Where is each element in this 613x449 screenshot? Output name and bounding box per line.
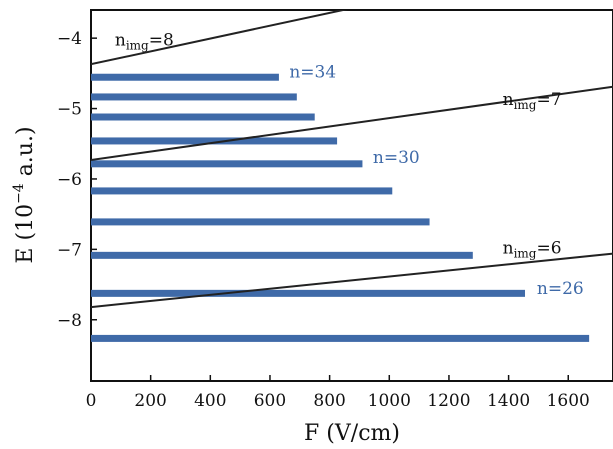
y-tick-label-3: −7 <box>57 240 82 260</box>
annotation-n34: n=34 <box>289 63 336 83</box>
y-tick-label-2: −6 <box>57 170 82 190</box>
y-axis-title: E (10−4 a.u.) <box>11 126 38 263</box>
bar-0 <box>91 73 279 81</box>
bar-7 <box>91 251 473 259</box>
annotation-nimg6: nimg=6 <box>503 239 562 261</box>
bar-6 <box>91 218 430 226</box>
x-tick-label-3: 600 <box>254 391 286 411</box>
annotation-nimg8: nimg=8 <box>115 30 174 52</box>
annotations-layer: nimg=8 nimg=7 nimg=6 n=34 n=30 n=26 <box>115 30 584 299</box>
n-img-line-2 <box>91 252 613 309</box>
x-tick-label-1: 200 <box>134 391 166 411</box>
n-img-line-0 <box>91 10 348 66</box>
y-tick-label-1: −5 <box>57 100 82 120</box>
n-img-line-1 <box>91 85 613 161</box>
y-tick-label-0: −4 <box>57 29 82 49</box>
x-tick-label-6: 1200 <box>427 391 470 411</box>
x-tick-label-0: 0 <box>86 391 97 411</box>
bar-9 <box>91 334 590 342</box>
lines-layer <box>91 10 613 309</box>
y-axis-title-main: E (10 <box>13 204 38 264</box>
x-tick-label-7: 1400 <box>487 391 530 411</box>
x-tick-label-8: 1600 <box>547 391 590 411</box>
x-tick-label-2: 400 <box>194 391 226 411</box>
x-tick-label-5: 1000 <box>368 391 411 411</box>
annotation-n26: n=26 <box>537 279 584 299</box>
ticks-layer: 0 200 400 600 800 1000 1200 1400 1600 −4 −5 −6 −7 −8 <box>57 29 590 411</box>
x-axis-title: F (V/cm) <box>304 421 400 446</box>
bar-1 <box>91 93 297 101</box>
annotation-nimg7: nimg=7 <box>503 90 562 112</box>
bar-2 <box>91 113 315 121</box>
bar-3 <box>91 137 338 145</box>
y-tick-label-4: −8 <box>57 311 82 331</box>
bar-4 <box>91 160 363 168</box>
bar-8 <box>91 289 526 297</box>
annotation-n30: n=30 <box>373 148 420 168</box>
y-axis-title-tail: a.u.) <box>13 126 38 183</box>
plot-frame <box>90 9 613 382</box>
x-tick-label-4: 800 <box>313 391 345 411</box>
bar-5 <box>91 187 393 195</box>
y-axis-title-sup: −4 <box>11 183 27 204</box>
bars-layer <box>91 73 590 342</box>
